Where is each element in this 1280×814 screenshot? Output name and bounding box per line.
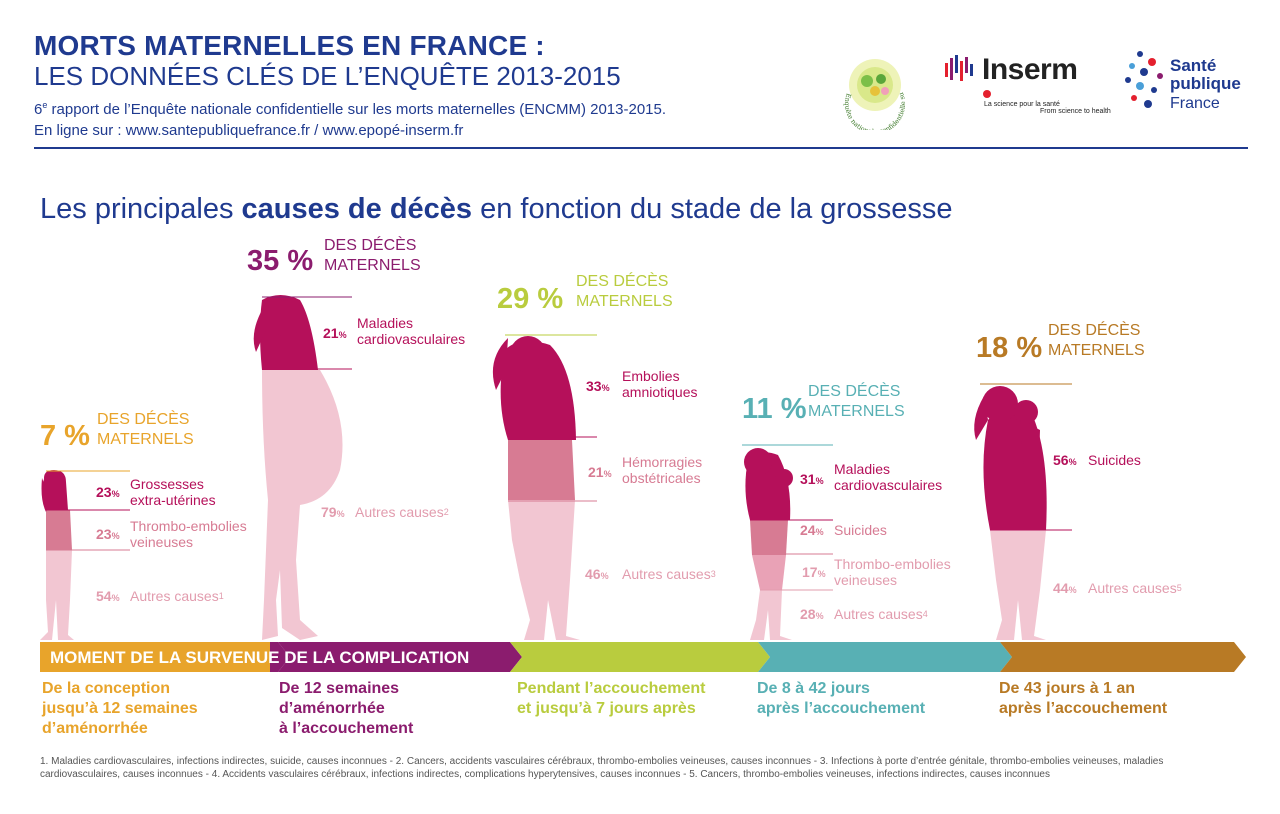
- silhouette-stage-2: [253, 295, 343, 640]
- stage-4-period: De 8 à 42 jours après l’accouchement: [757, 680, 926, 717]
- stage-4-cause-4: 28% Autres causes4: [800, 606, 928, 622]
- footnote: 1. Maladies cardiovasculaires, infection…: [40, 756, 1164, 780]
- inserm-tagline-en: From science to health: [1040, 108, 1111, 115]
- subtitle-report: 6e rapport de l’Enquête nationale confid…: [34, 100, 667, 118]
- stage-2-cause-1: 21%Maladies cardiovasculaires: [323, 315, 466, 347]
- stage-1-period: De la conception jusqu’à 12 semaines d’amé…: [42, 680, 198, 737]
- inserm-dot-icon: [983, 90, 991, 98]
- stage-1-deces-label: DES DÉCÈS MATERNELS: [97, 411, 194, 448]
- stage-4-cause-3: 17%Thrombo-embolies veineuses: [802, 556, 951, 588]
- stage-2-deces-label: DES DÉCÈS MATERNELS: [324, 237, 421, 274]
- stage-3-percentage: 29 %: [497, 283, 564, 315]
- stage-4-cause-1: 31%Maladies cardiovasculaires: [800, 461, 943, 493]
- stage-3-cause-3: 46% Autres causes3: [585, 566, 716, 582]
- stage-3-cause-1: 33%Embolies amniotiques: [586, 368, 698, 400]
- header-divider: [34, 147, 1248, 149]
- inserm-tagline-fr: La science pour la santé: [984, 101, 1060, 108]
- silhouette-stage-5: [974, 386, 1047, 640]
- enquete-logo: Enquête nationale confidentielle sur les…: [832, 39, 920, 136]
- stage-5-deces-label: DES DÉCÈS MATERNELS: [1048, 322, 1145, 359]
- silhouette-stage-4: [744, 448, 793, 640]
- stage-5-cause-2: 44% Autres causes5: [1053, 580, 1182, 596]
- stage-2-percentage: 35 %: [247, 245, 314, 277]
- stage-5-cause-1: 56% Suicides: [1053, 452, 1141, 468]
- stage-4-percentage: 11 %: [742, 393, 807, 425]
- stage-1-percentage: 7 %: [40, 420, 90, 452]
- sante-publique-logo-france: France: [1170, 95, 1220, 112]
- title-line-1: MORTS MATERNELLES EN FRANCE :: [34, 30, 545, 61]
- timeline-label: MOMENT DE LA SURVENUE DE LA COMPLICATION: [50, 648, 470, 667]
- silhouette-stage-1: [40, 470, 74, 640]
- silhouette-stage-3: [492, 336, 580, 640]
- guide-lines: [46, 296, 1072, 591]
- stage-3-deces-label: DES DÉCÈS MATERNELS: [576, 273, 673, 310]
- stage-1-cause-1: 23%Grossesses extra-utérines: [96, 476, 216, 508]
- subtitle-links: En ligne sur : www.santepubliquefrance.f…: [34, 122, 464, 139]
- stage-1-cause-2: 23%Thrombo-embolies veineuses: [96, 518, 247, 550]
- section-title: Les principales causes de décès en fonct…: [40, 193, 953, 225]
- sante-publique-dots-icon: [1122, 50, 1168, 117]
- stage-4-cause-2: 24% Suicides: [800, 522, 887, 538]
- sante-publique-logo-text: Santé publique: [1170, 56, 1241, 93]
- stage-5-percentage: 18 %: [976, 332, 1043, 364]
- title-line-2: LES DONNÉES CLÉS DE L’ENQUÊTE 2013-2015: [34, 61, 621, 91]
- timeline-arrow: [40, 642, 1246, 672]
- stage-2-cause-2: 79% Autres causes2: [321, 504, 449, 520]
- stage-1-cause-3: 54% Autres causes1: [96, 588, 224, 604]
- inserm-logo-text: Inserm: [982, 53, 1078, 86]
- stage-5-period: De 43 jours à 1 an après l’accouchement: [999, 680, 1168, 717]
- inserm-bars-icon: [945, 55, 975, 88]
- stage-3-cause-2: 21%Hémorragies obstétricales: [588, 454, 703, 486]
- stage-4-deces-label: DES DÉCÈS MATERNELS: [808, 383, 905, 420]
- stage-3-period: Pendant l’accouchement et jusqu’à 7 jours…: [517, 680, 706, 717]
- stage-2-period: De 12 semaines d’aménorrhée à l’accoucheme…: [279, 680, 414, 737]
